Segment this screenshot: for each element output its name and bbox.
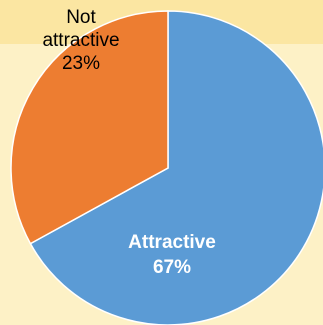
slice-name-line: Not	[66, 7, 96, 28]
slice-value-label: 67%	[153, 257, 191, 278]
slice-name-line: attractive	[42, 30, 119, 51]
slice-label-0: Attractive 67%	[128, 232, 216, 278]
slice-label-1: Not attractive 23%	[42, 7, 119, 74]
pie-slice-1	[10, 10, 169, 245]
slice-value-label: 23%	[62, 53, 100, 74]
pie-slice-0	[29, 10, 323, 325]
slice-name-line: Attractive	[128, 232, 216, 253]
